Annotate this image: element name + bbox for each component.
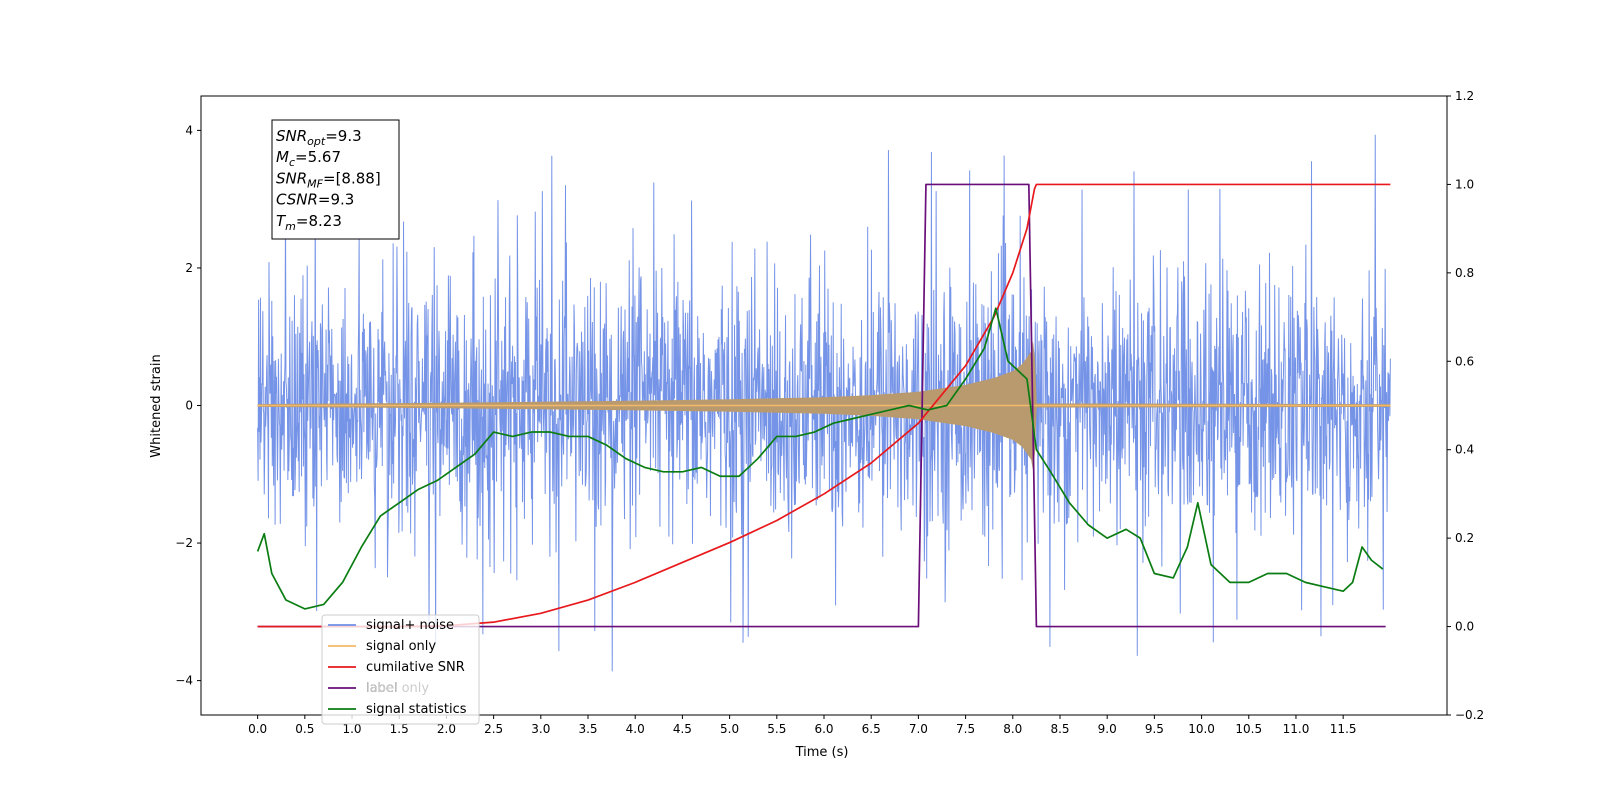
y-left-tick-label: −2 (175, 536, 193, 550)
legend-label: label (366, 681, 397, 696)
x-tick-label: 4.0 (626, 722, 645, 736)
annotation-symbol: CSNR (276, 191, 318, 209)
y-right-tick-label: 1.2 (1455, 89, 1474, 103)
x-tick-label: 2.5 (484, 722, 503, 736)
line-series-layer (256, 183, 1391, 628)
y-right-tick-label: 0.0 (1455, 620, 1474, 634)
annotation-value: =9.3 (325, 127, 361, 145)
annotation-value: =[8.88] (323, 169, 381, 187)
x-tick-label: 10.5 (1235, 722, 1262, 736)
x-tick-label: 0.0 (248, 722, 267, 736)
annotation-line: Tm=8.23 (276, 212, 342, 233)
annotation-box: SNRopt=9.3Mc=5.67SNRMF=[8.88]CSNR=9.3Tm=… (271, 119, 400, 240)
y-axis-right: 1.2 1.0 0.8 0.6 0.4 0.2 0.0 −0.2 (1447, 89, 1484, 722)
legend: signal+ noise signal only cumilative SNR la… (321, 614, 480, 725)
x-tick-label: 1.0 (342, 722, 361, 736)
signal-only-series (257, 341, 1391, 470)
x-tick-label: 5.0 (720, 722, 739, 736)
legend-label: cumilative SNR (366, 660, 465, 675)
x-tick-label: 7.5 (956, 722, 975, 736)
signal-statistics-line (256, 307, 1384, 610)
annotation-symbol: SNR (276, 169, 307, 187)
legend-label: signal+ noise (366, 618, 454, 633)
legend-items: signal+ noise signal only cumilative SNR la… (328, 618, 467, 717)
x-tick-label: 11.5 (1330, 722, 1357, 736)
x-tick-label: 5.5 (767, 722, 786, 736)
legend-label-label-only: label only (366, 681, 429, 696)
x-axis: 0.0 0.5 1.0 1.5 2.0 2.5 3.0 3.5 4.0 4.5 5.0 5.5 6.0 6… (248, 715, 1357, 736)
annotation-symbol: SNR (276, 127, 307, 145)
label-line (257, 183, 1386, 628)
annotation-line: SNRMF=[8.88] (276, 169, 381, 190)
x-tick-label: 6.0 (814, 722, 833, 736)
legend-frame (321, 614, 480, 725)
annotation-value: =8.23 (296, 212, 342, 230)
x-tick-label: 11.0 (1283, 722, 1310, 736)
y-left-tick-label: 4 (185, 123, 193, 137)
y-axis-label-left: Whitened strain (149, 354, 164, 457)
y-right-tick-label: 0.4 (1455, 443, 1474, 457)
x-tick-label: 7.0 (909, 722, 928, 736)
annotation-symbol: M (276, 148, 289, 166)
x-tick-label: 6.5 (862, 722, 881, 736)
annotation-value: =9.3 (318, 191, 354, 209)
annotation-subscript: c (289, 156, 295, 169)
x-tick-label: 10.0 (1188, 722, 1215, 736)
x-tick-label: 2.0 (437, 722, 456, 736)
y-left-tick-label: −4 (175, 674, 193, 688)
annotation-subscript: m (285, 220, 296, 233)
x-tick-label: 0.5 (295, 722, 314, 736)
x-axis-label: Time (s) (795, 745, 849, 760)
x-tick-label: 8.0 (1003, 722, 1022, 736)
x-tick-label: 3.0 (531, 722, 550, 736)
x-tick-label: 3.5 (578, 722, 597, 736)
cumulative-snr-line (257, 183, 1391, 628)
y-axis-left: 4 2 0 −2 −4 (175, 123, 201, 688)
y-right-tick-label: 0.8 (1455, 266, 1474, 280)
legend-label: signal statistics (366, 702, 467, 717)
annotation-subscript: opt (307, 135, 326, 148)
x-tick-label: 4.5 (673, 722, 692, 736)
x-tick-label: 9.5 (1145, 722, 1164, 736)
x-tick-label: 8.5 (1050, 722, 1069, 736)
annotation-line: CSNR=9.3 (276, 191, 354, 209)
x-tick-label: 9.0 (1098, 722, 1117, 736)
y-right-tick-label: 0.6 (1455, 354, 1474, 368)
y-right-tick-label: −0.2 (1455, 708, 1484, 722)
annotation-lines: SNRopt=9.3Mc=5.67SNRMF=[8.88]CSNR=9.3Tm=… (276, 127, 381, 233)
annotation-line: Mc=5.67 (276, 148, 341, 169)
annotation-symbol: T (276, 212, 287, 230)
legend-label: signal only (366, 639, 436, 654)
annotation-value: =5.67 (295, 148, 341, 166)
annotation-box-frame (271, 119, 400, 240)
annotation-line: SNRopt=9.3 (276, 127, 362, 148)
y-right-tick-label: 1.0 (1455, 177, 1474, 191)
x-tick-label: 1.5 (390, 722, 409, 736)
plot-area (256, 134, 1391, 672)
y-right-tick-label: 0.2 (1455, 531, 1474, 545)
y-left-tick-label: 0 (185, 399, 193, 413)
annotation-subscript: MF (307, 177, 323, 190)
y-left-tick-label: 2 (185, 261, 193, 275)
